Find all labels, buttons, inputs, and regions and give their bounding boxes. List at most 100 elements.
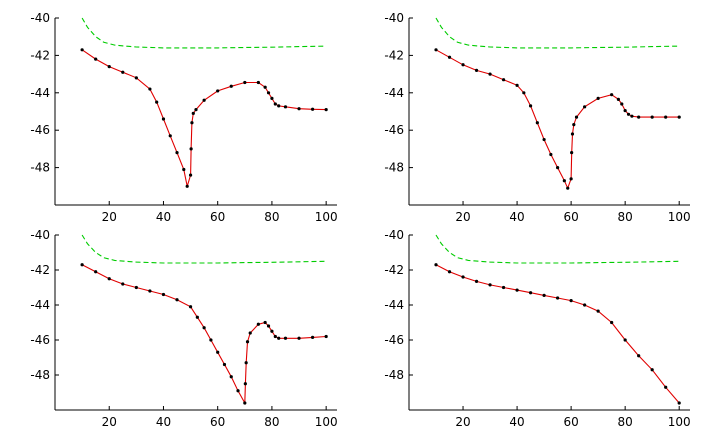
data-point	[596, 309, 600, 313]
y-tick-label: -48	[384, 161, 404, 175]
data-point	[610, 320, 614, 325]
chart-panel-1: 20 40 60 80 100 -48 -46 -44 -42 -40	[30, 11, 337, 224]
data-point	[263, 320, 267, 325]
data-point	[134, 285, 138, 290]
data-point	[677, 401, 681, 405]
data-point	[121, 70, 125, 74]
data-point	[583, 105, 587, 109]
y-tick-label: -42	[30, 263, 50, 277]
data-point	[501, 78, 506, 82]
y-tick-label: -48	[384, 368, 404, 382]
data-point	[664, 115, 668, 119]
data-point	[202, 326, 206, 330]
data-point	[650, 368, 654, 372]
data-point	[515, 288, 519, 292]
data-point	[216, 89, 220, 93]
data-point	[243, 80, 247, 85]
data-point	[244, 361, 248, 365]
data-point	[190, 121, 194, 125]
data-point	[549, 152, 553, 157]
data-point	[236, 389, 240, 393]
x-tick-label: 80	[618, 415, 633, 429]
data-point	[542, 293, 546, 297]
data-point	[620, 102, 624, 106]
data-point	[650, 115, 654, 119]
data-point	[168, 134, 172, 138]
data-point	[501, 285, 506, 290]
data-point	[488, 72, 492, 76]
y-tick-label: -42	[30, 48, 50, 62]
data-point	[277, 336, 281, 340]
data-point	[566, 186, 570, 190]
data-point	[569, 177, 573, 181]
data-point	[148, 289, 152, 293]
data-point	[283, 336, 288, 340]
data-point	[570, 132, 575, 136]
data-point	[94, 57, 98, 61]
data-point	[161, 117, 166, 121]
solid-series-line	[81, 264, 327, 406]
y-tick-label: -46	[30, 333, 50, 347]
data-point	[447, 270, 452, 274]
y-tick-label: -46	[384, 123, 404, 137]
data-point	[188, 173, 193, 177]
data-point	[434, 48, 438, 52]
y-tick-label: -40	[30, 11, 50, 25]
data-point	[562, 179, 566, 183]
x-tick-label: 60	[210, 415, 225, 429]
data-point	[637, 354, 641, 358]
data-point	[528, 291, 533, 295]
x-tick-label: 20	[455, 210, 470, 224]
data-point	[229, 375, 233, 379]
data-point	[273, 102, 277, 106]
y-tick-label: -44	[384, 86, 404, 100]
data-point	[209, 338, 213, 342]
x-tick-label: 60	[563, 210, 578, 224]
x-tick-label: 20	[455, 415, 470, 429]
x-tick-label: 40	[156, 415, 171, 429]
data-point	[324, 334, 328, 339]
data-point	[297, 336, 301, 340]
data-point	[556, 296, 560, 300]
data-point	[80, 263, 84, 267]
x-tick-label: 80	[264, 210, 279, 224]
x-tick-label: 60	[563, 415, 578, 429]
data-point	[461, 275, 465, 279]
y-tick-label: -46	[30, 123, 50, 137]
data-point	[121, 282, 125, 286]
data-point	[569, 299, 573, 303]
data-point	[570, 151, 574, 155]
data-point	[270, 329, 274, 333]
data-point	[273, 334, 277, 339]
x-tick-label: 100	[668, 210, 691, 224]
data-point	[583, 303, 587, 307]
x-tick-label: 40	[509, 210, 524, 224]
x-tick-label: 100	[668, 415, 691, 429]
data-point	[310, 107, 315, 111]
data-point	[447, 55, 452, 59]
y-tick-label: -42	[384, 48, 404, 62]
y-tick-label: -40	[384, 11, 404, 25]
y-tick-label: -48	[30, 368, 50, 382]
data-point	[182, 167, 186, 172]
data-point	[94, 270, 98, 274]
data-point	[277, 104, 281, 108]
data-point	[194, 108, 198, 112]
data-point	[256, 80, 260, 85]
data-point	[474, 68, 479, 72]
y-tick-label: -42	[384, 263, 404, 277]
data-point	[107, 277, 111, 281]
data-point	[616, 97, 620, 101]
solid-series-line	[435, 264, 680, 404]
data-point	[623, 338, 627, 342]
data-point	[80, 48, 84, 52]
y-tick-label: -40	[384, 228, 404, 242]
data-point	[256, 322, 260, 326]
data-point	[155, 100, 159, 104]
data-point	[161, 292, 166, 297]
data-point	[175, 298, 179, 302]
data-point	[310, 335, 315, 339]
data-point	[630, 114, 634, 118]
chart-panel-3: 20 40 60 80 100 -48 -46 -44 -42 -40	[30, 228, 337, 429]
